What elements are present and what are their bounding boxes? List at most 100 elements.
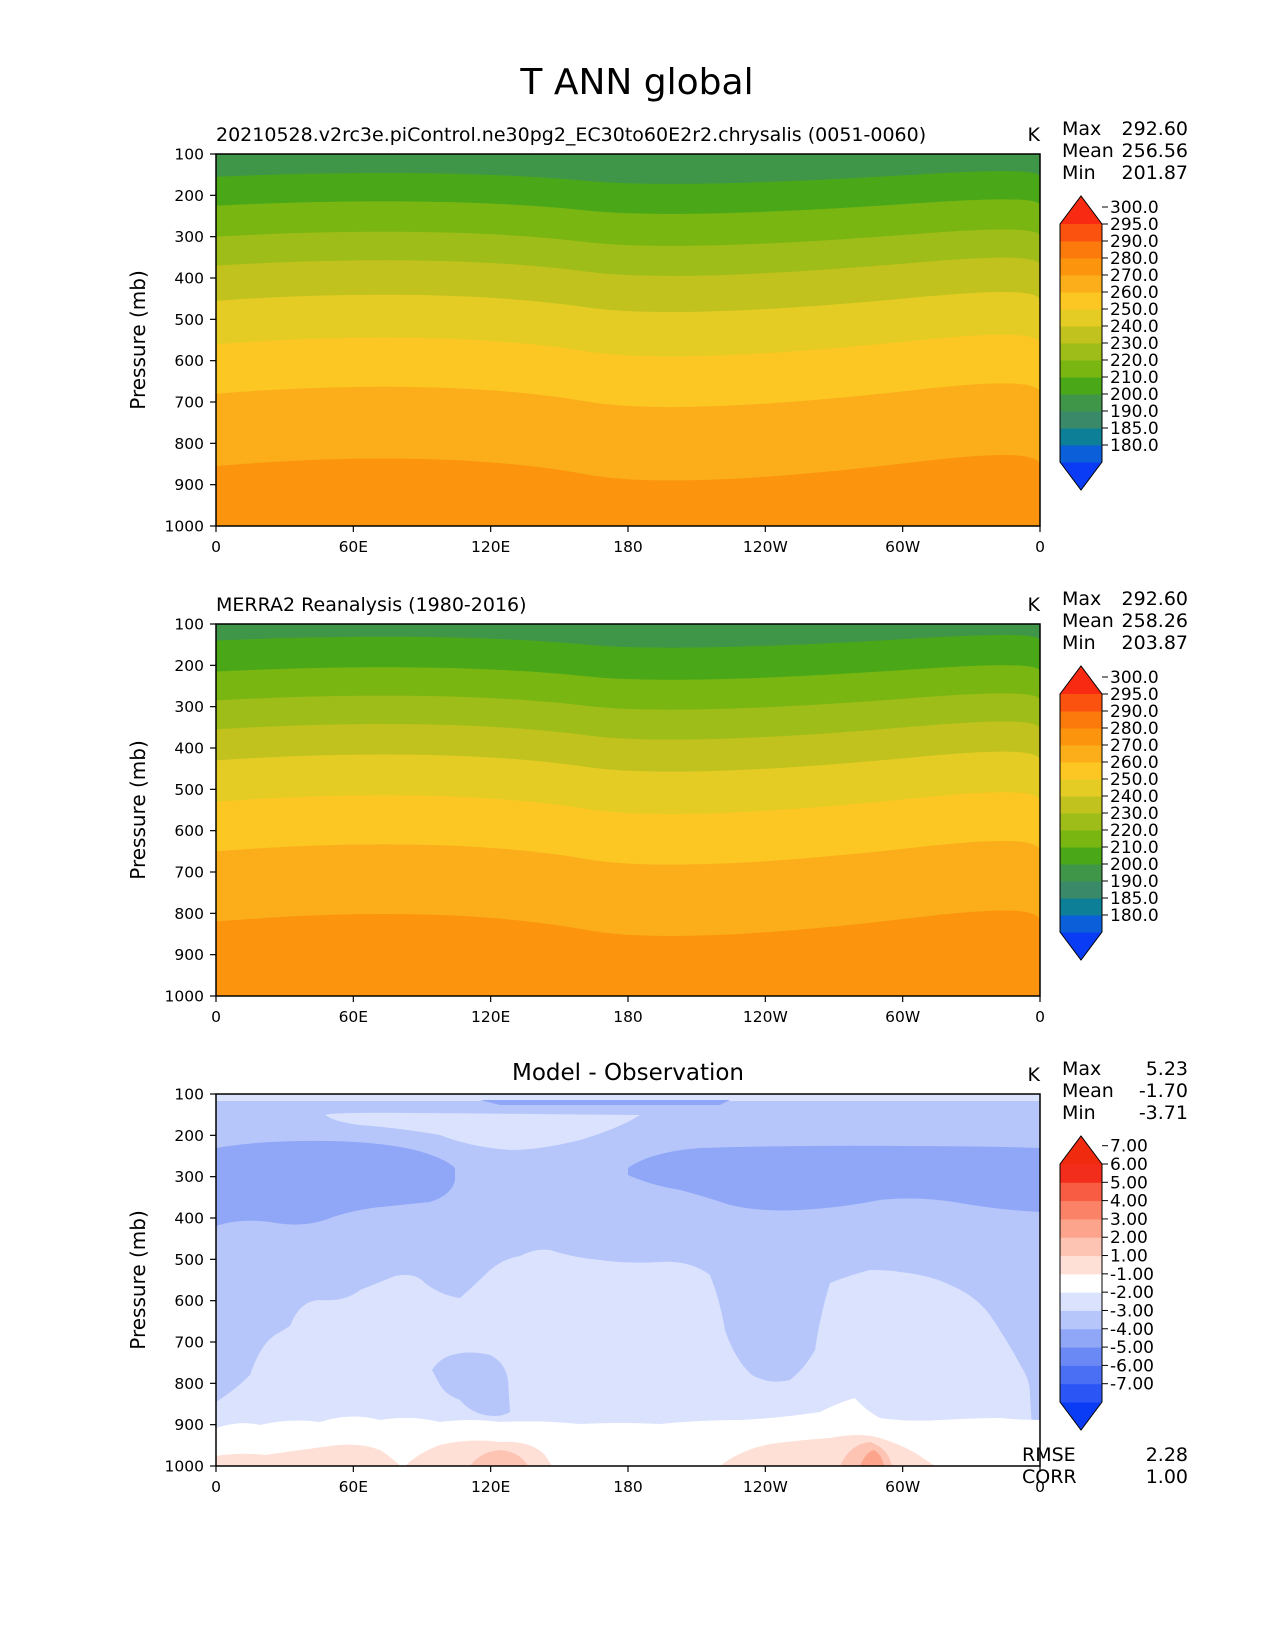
colorbar-label: 200.0 <box>1110 855 1159 875</box>
y-tick-label: 900 <box>174 1416 204 1434</box>
panel-difference-title: Model - Observation <box>512 1060 744 1086</box>
panel-test-subtitle: 20210528.v2rc3e.piControl.ne30pg2_EC30to… <box>216 124 926 146</box>
colorbar-swatch <box>1060 847 1102 865</box>
panel-reference-y-ticks: 100 200 300 400 500 600 700 800 900 1000 <box>165 616 216 1006</box>
y-tick-label: 400 <box>174 740 204 758</box>
colorbar-outline <box>1059 195 1103 491</box>
panel-reference-x-ticks: 0 60E 120E 180 120W 60W 0 <box>211 996 1045 1026</box>
y-tick-label: 1000 <box>165 518 204 536</box>
stat-max-label: Max <box>1062 1058 1101 1080</box>
colorbar-swatch <box>1060 1164 1102 1183</box>
stat-max-value: 292.60 <box>1122 588 1188 610</box>
panel-difference-ylabel: Pressure (mb) <box>126 1210 150 1350</box>
y-tick-label: 300 <box>174 698 204 716</box>
corr-label: CORR <box>1022 1466 1077 1488</box>
y-tick-label: 700 <box>174 1334 204 1352</box>
panel-test-stats: Max 292.60 Mean 256.56 Min 201.87 <box>1062 118 1188 184</box>
panel-test-ylabel: Pressure (mb) <box>126 270 150 410</box>
panel-test-units: K <box>1028 124 1041 146</box>
panel-difference-units: K <box>1028 1064 1041 1086</box>
colorbar-label: 1.00 <box>1110 1247 1148 1267</box>
x-tick-label: 60W <box>885 538 920 556</box>
colorbar-swatch <box>1060 813 1102 831</box>
y-tick-label: 700 <box>174 864 204 882</box>
colorbar-label: -2.00 <box>1110 1283 1154 1303</box>
colorbar-swatch <box>1060 292 1102 310</box>
colorbar-label: 270.0 <box>1110 736 1159 756</box>
stat-min-value: 203.87 <box>1122 632 1188 654</box>
y-tick-label: 200 <box>174 1127 204 1145</box>
corr-value: 1.00 <box>1146 1466 1188 1488</box>
colorbar-label: -6.00 <box>1110 1356 1154 1376</box>
y-tick-label: 1000 <box>165 1458 204 1476</box>
y-tick-label: 500 <box>174 781 204 799</box>
x-tick-label: 0 <box>1035 1008 1045 1026</box>
y-tick-label: 400 <box>174 1210 204 1228</box>
colorbar-swatch <box>1060 394 1102 412</box>
y-tick-label: 500 <box>174 1251 204 1269</box>
panel-difference-x-ticks: 0 60E 120E 180 120W 60W 0 <box>211 1466 1045 1496</box>
diff-coral-east <box>860 1450 884 1466</box>
colorbar-swatch <box>1060 864 1102 882</box>
stat-mean-value: 256.56 <box>1122 140 1188 162</box>
colorbar-label: 260.0 <box>1110 283 1159 303</box>
diff-east-dark-lobe <box>628 1145 1040 1212</box>
colorbar-label: 240.0 <box>1110 317 1159 337</box>
colorbar-label: 210.0 <box>1110 838 1159 858</box>
diff-west-dark-lobe <box>216 1140 455 1226</box>
colorbar-label: 3.00 <box>1110 1210 1148 1230</box>
y-tick-label: 200 <box>174 187 204 205</box>
panel-test-x-ticks: 0 60E 120E 180 120W 60W 0 <box>211 526 1045 556</box>
stat-max-label: Max <box>1062 118 1101 140</box>
y-tick-label: 1000 <box>165 988 204 1006</box>
colorbar-label: 190.0 <box>1110 872 1159 892</box>
diff-salmon-center <box>470 1450 528 1466</box>
y-tick-label: 800 <box>174 905 204 923</box>
colorbar-swatch <box>1060 745 1102 763</box>
colorbar-label: 280.0 <box>1110 719 1159 739</box>
colorbar-swatch <box>1060 830 1102 848</box>
y-tick-label: 100 <box>174 146 204 164</box>
colorbar-label: 6.00 <box>1110 1155 1148 1175</box>
colorbar-label: 5.00 <box>1110 1173 1148 1193</box>
colorbar-label: 230.0 <box>1110 334 1159 354</box>
colorbar-label: 250.0 <box>1110 300 1159 320</box>
x-tick-label: 0 <box>211 1008 221 1026</box>
colorbar-label: 295.0 <box>1110 215 1159 235</box>
colorbar-extend-min <box>1060 1402 1102 1430</box>
colorbar-label: 190.0 <box>1110 402 1159 422</box>
colorbar-swatch <box>1060 728 1102 746</box>
stat-max-value: 5.23 <box>1146 1058 1188 1080</box>
stat-max-label: Max <box>1062 588 1101 610</box>
colorbar-label: -7.00 <box>1110 1375 1154 1395</box>
colorbar-swatch <box>1060 762 1102 780</box>
colorbar-label: -4.00 <box>1110 1320 1154 1340</box>
panel-difference-y-ticks: 100 200 300 400 500 600 700 800 900 1000 <box>165 1086 216 1476</box>
colorbar-label: 270.0 <box>1110 266 1159 286</box>
colorbar-swatch <box>1060 1237 1102 1257</box>
colorbar-swatch <box>1060 1182 1102 1202</box>
colorbar-label: 7.00 <box>1110 1137 1148 1157</box>
stat-mean-label: Mean <box>1062 610 1114 632</box>
colorbar-swatch <box>1060 360 1102 378</box>
colorbar-swatch <box>1060 326 1102 344</box>
x-tick-label: 60W <box>885 1008 920 1026</box>
colorbar-label: 295.0 <box>1110 685 1159 705</box>
panel-test-plot <box>216 154 1040 527</box>
stat-min-label: Min <box>1062 162 1096 184</box>
colorbar-outline <box>1059 665 1103 961</box>
panel-reference: MERRA2 Reanalysis (1980-2016) K 100 200 30… <box>126 588 1188 1026</box>
colorbar-label: 4.00 <box>1110 1192 1148 1212</box>
panel-difference-metrics: RMSE 2.28 CORR 1.00 <box>1022 1444 1188 1488</box>
colorbar-swatch <box>1060 1383 1102 1403</box>
colorbar-label: 185.0 <box>1110 889 1159 909</box>
colorbar-label: 240.0 <box>1110 787 1159 807</box>
colorbar-extend-max <box>1060 196 1102 224</box>
colorbar-swatch <box>1060 711 1102 729</box>
y-tick-label: 600 <box>174 1292 204 1310</box>
panel-difference-colorbar: -7.00-6.00-5.00-4.00-3.00-2.00-1.001.002… <box>1059 1135 1154 1431</box>
colorbar-swatch <box>1060 258 1102 276</box>
y-tick-label: 200 <box>174 657 204 675</box>
y-tick-label: 800 <box>174 1375 204 1393</box>
y-tick-label: 100 <box>174 616 204 634</box>
